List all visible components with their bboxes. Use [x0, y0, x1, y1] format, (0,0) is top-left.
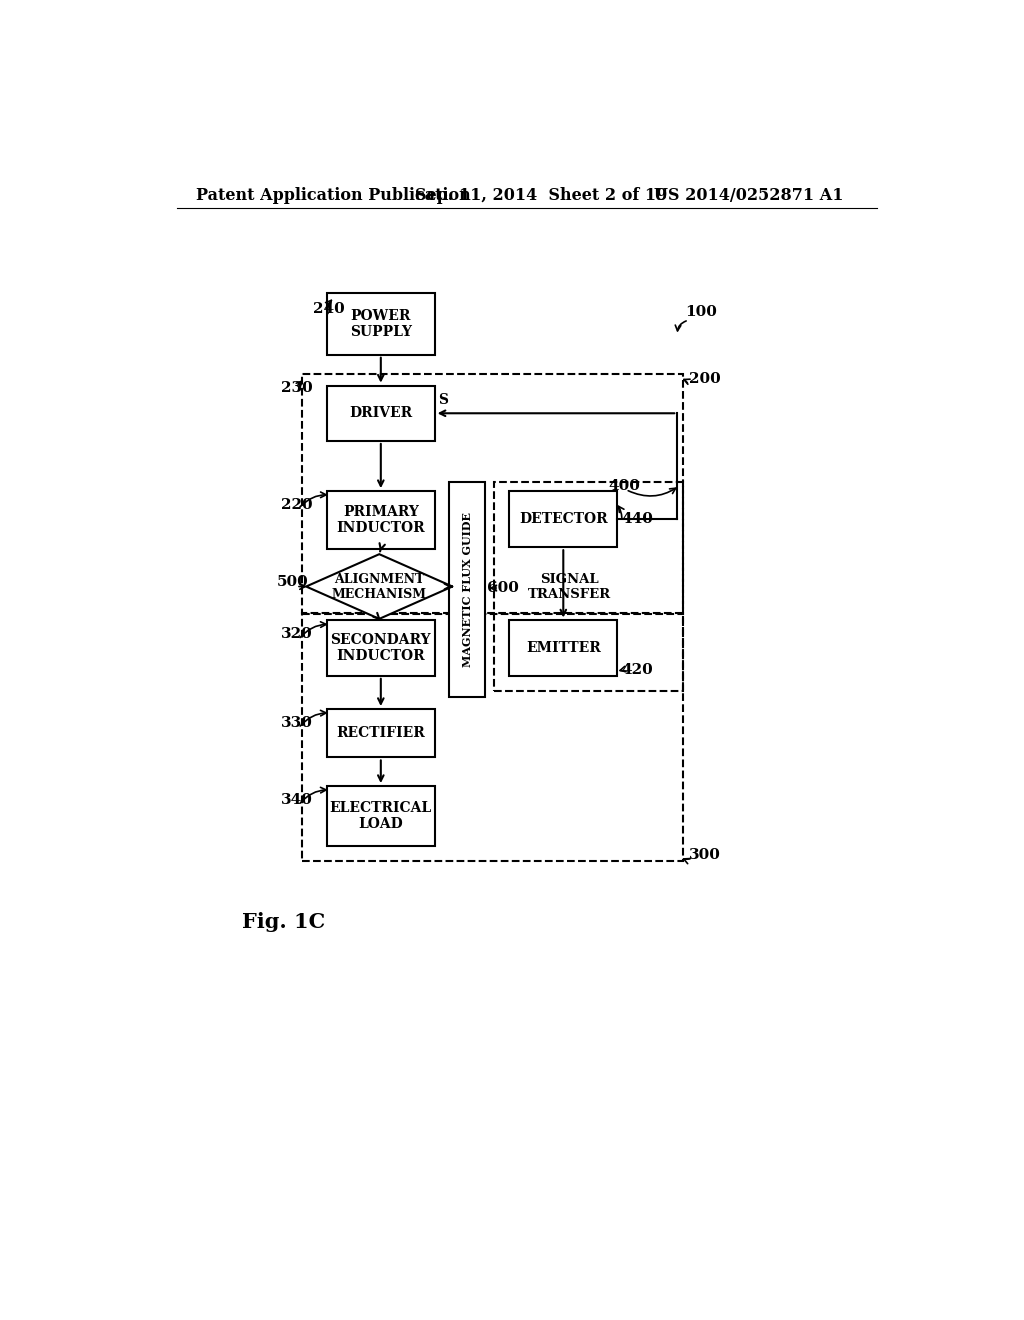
Text: ALIGNMENT
MECHANISM: ALIGNMENT MECHANISM	[332, 573, 427, 601]
Bar	[494, 482, 683, 692]
Text: POWER
SUPPLY: POWER SUPPLY	[350, 309, 412, 339]
Bar	[327, 491, 435, 549]
Text: SECONDARY
INDUCTOR: SECONDARY INDUCTOR	[331, 634, 431, 663]
Bar	[301, 612, 683, 861]
Text: MAGNETIC FLUX GUIDE: MAGNETIC FLUX GUIDE	[462, 512, 472, 667]
Bar	[327, 385, 435, 441]
Text: RECTIFIER: RECTIFIER	[337, 726, 425, 741]
Bar	[301, 374, 683, 614]
Text: EMITTER: EMITTER	[526, 642, 601, 655]
Text: 100: 100	[685, 305, 717, 319]
Text: S: S	[438, 393, 449, 407]
Text: 400: 400	[608, 479, 640, 492]
Bar	[327, 293, 435, 355]
Text: Fig. 1C: Fig. 1C	[243, 912, 326, 932]
Bar	[450, 482, 484, 697]
Text: Sep. 11, 2014  Sheet 2 of 19: Sep. 11, 2014 Sheet 2 of 19	[416, 187, 668, 203]
Text: 230: 230	[281, 381, 312, 395]
Text: 300: 300	[689, 849, 721, 862]
Bar	[327, 785, 435, 846]
Bar	[327, 709, 435, 758]
Text: 220: 220	[281, 498, 312, 512]
Text: 420: 420	[622, 664, 653, 677]
Text: 200: 200	[689, 372, 721, 387]
Text: Patent Application Publication: Patent Application Publication	[196, 187, 471, 203]
Text: 330: 330	[281, 715, 312, 730]
Bar	[509, 620, 617, 676]
Text: 500: 500	[276, 576, 308, 589]
Text: DRIVER: DRIVER	[349, 407, 413, 420]
Text: US 2014/0252871 A1: US 2014/0252871 A1	[654, 187, 844, 203]
Text: 240: 240	[313, 301, 345, 315]
Bar	[327, 620, 435, 676]
Polygon shape	[306, 554, 453, 619]
Text: 320: 320	[281, 627, 312, 642]
Text: 600: 600	[487, 581, 519, 595]
Text: 440: 440	[622, 512, 653, 525]
Text: ELECTRICAL
LOAD: ELECTRICAL LOAD	[330, 801, 432, 832]
Text: DETECTOR: DETECTOR	[519, 512, 607, 527]
Text: 340: 340	[281, 793, 312, 807]
Bar	[509, 491, 617, 548]
Text: PRIMARY
INDUCTOR: PRIMARY INDUCTOR	[337, 504, 425, 535]
Text: SIGNAL
TRANSFER: SIGNAL TRANSFER	[528, 573, 611, 601]
